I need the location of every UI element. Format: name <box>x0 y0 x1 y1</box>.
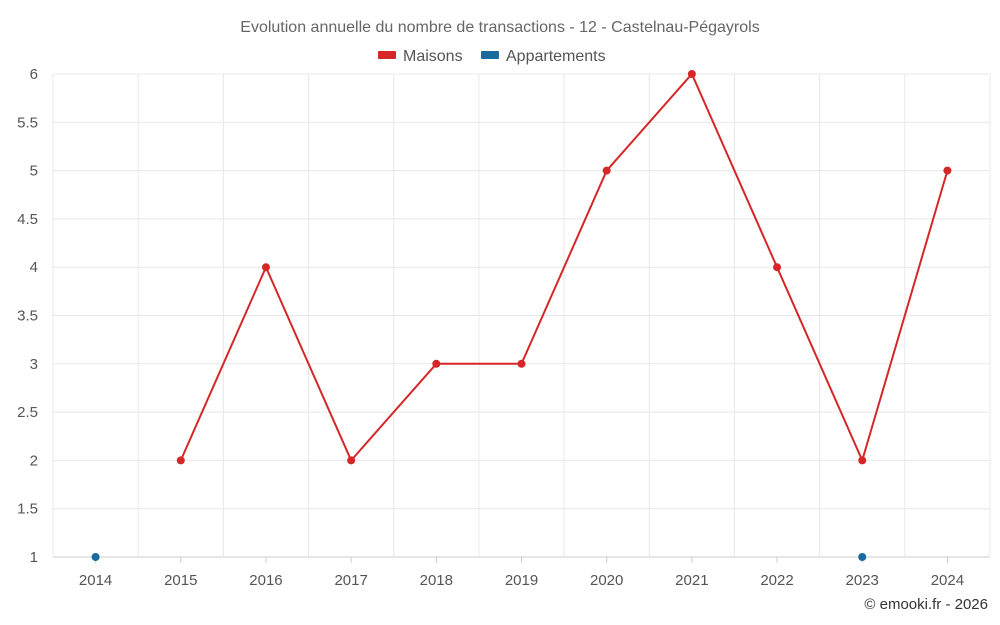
y-tick-label: 4.5 <box>17 211 38 228</box>
x-tick-label: 2017 <box>334 572 367 589</box>
legend-item-maisons[interactable]: Maisons <box>378 48 463 65</box>
legend-label-maisons: Maisons <box>403 48 463 65</box>
series <box>91 70 952 561</box>
y-tick-label: 2.5 <box>17 404 38 421</box>
x-tick-label: 2014 <box>79 572 112 589</box>
data-point[interactable] <box>176 456 185 465</box>
y-tick-label: 5 <box>30 163 38 180</box>
data-point[interactable] <box>261 263 270 272</box>
data-point[interactable] <box>432 359 441 368</box>
grid <box>52 73 991 558</box>
data-point[interactable] <box>687 70 696 78</box>
x-tick-label: 2015 <box>164 572 197 589</box>
x-tick-label: 2022 <box>760 572 793 589</box>
x-tick-label: 2023 <box>846 572 879 589</box>
y-tick-label: 4 <box>30 259 38 276</box>
data-point[interactable] <box>858 553 867 561</box>
y-tick-label: 1 <box>30 549 38 566</box>
data-point[interactable] <box>858 456 867 465</box>
y-tick-label: 1.5 <box>17 501 38 518</box>
x-tick-label: 2024 <box>931 572 964 589</box>
series-appartements <box>91 553 867 561</box>
data-point[interactable] <box>91 553 100 561</box>
x-tick-label: 2019 <box>505 572 538 589</box>
credit-text: © emooki.fr - 2026 <box>864 596 988 613</box>
legend-swatch-appartements <box>481 51 499 59</box>
data-point[interactable] <box>517 359 526 368</box>
data-point[interactable] <box>602 166 611 175</box>
x-tick-label: 2020 <box>590 572 623 589</box>
legend-item-appartements[interactable]: Appartements <box>481 48 606 65</box>
data-point[interactable] <box>943 166 952 175</box>
data-point[interactable] <box>347 456 356 465</box>
y-tick-label: 2 <box>30 452 38 469</box>
x-tick-label: 2018 <box>420 572 453 589</box>
y-tick-label: 3 <box>30 356 38 373</box>
series-line <box>179 72 949 464</box>
chart-title: Evolution annuelle du nombre de transact… <box>240 19 759 36</box>
y-tick-label: 6 <box>30 66 38 83</box>
series-maisons <box>176 70 952 465</box>
legend-label-appartements: Appartements <box>506 48 606 65</box>
y-tick-label: 3.5 <box>17 308 38 325</box>
legend: Maisons Appartements <box>378 48 606 65</box>
legend-swatch-maisons <box>378 51 396 59</box>
data-point[interactable] <box>773 263 782 272</box>
x-tick-label: 2016 <box>249 572 282 589</box>
y-tick-label: 5.5 <box>17 114 38 131</box>
x-tick-label: 2021 <box>675 572 708 589</box>
axes: 1 1.5 2 2.5 3 3.5 4 4.5 5 5.5 6 2014 2015 2016 2017 201… <box>17 66 964 589</box>
